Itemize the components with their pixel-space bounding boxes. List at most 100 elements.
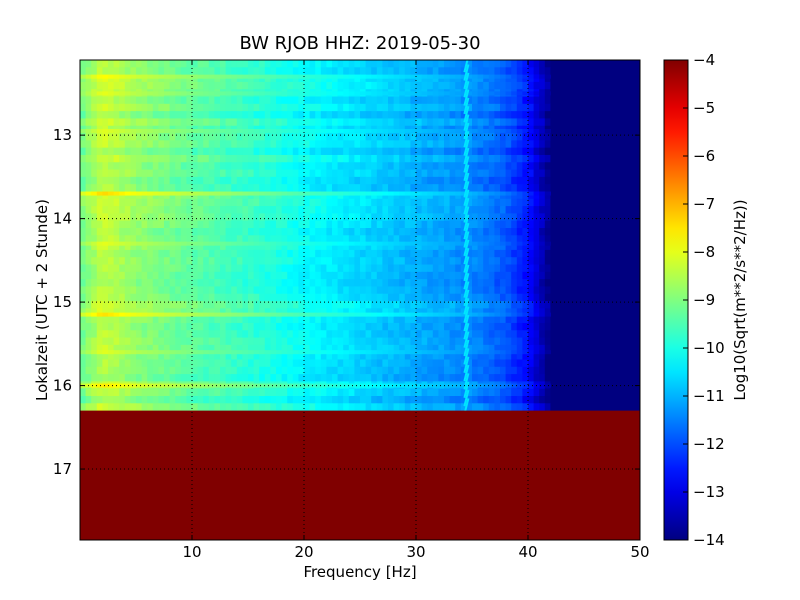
spectrogram-cell bbox=[270, 279, 277, 288]
spectrogram-cell bbox=[612, 191, 619, 200]
spectrogram-cell bbox=[136, 140, 143, 149]
spectrogram-cell bbox=[102, 315, 109, 324]
spectrogram-cell bbox=[80, 140, 87, 149]
spectrogram-cell bbox=[382, 330, 389, 339]
spectrogram-cell bbox=[438, 81, 445, 90]
spectrogram-cell bbox=[572, 264, 579, 273]
spectrogram-cell bbox=[259, 337, 266, 346]
spectrogram-band bbox=[203, 91, 210, 96]
spectrogram-cell bbox=[634, 103, 640, 112]
spectrogram-cell bbox=[634, 176, 640, 185]
spectrogram-cell bbox=[259, 315, 266, 324]
spectrogram-cell bbox=[108, 374, 115, 382]
spectrogram-cell bbox=[259, 96, 266, 105]
spectrogram-band bbox=[393, 91, 400, 96]
spectrogram-cell bbox=[589, 60, 596, 68]
spectrogram-cell bbox=[617, 176, 624, 185]
spectrogram-cell bbox=[393, 133, 400, 141]
spectrogram-cell bbox=[416, 235, 423, 244]
spectrogram-cell bbox=[197, 257, 204, 266]
spectrogram-cell bbox=[147, 147, 154, 156]
spectrogram-cell bbox=[259, 111, 266, 120]
spectrogram-band bbox=[539, 91, 546, 96]
spectrogram-cell bbox=[113, 337, 120, 346]
spectrogram-cell bbox=[124, 257, 131, 266]
spectrogram-band bbox=[449, 74, 456, 79]
spectrogram-cell bbox=[119, 154, 126, 163]
spectrogram-cell bbox=[567, 366, 574, 375]
spectrogram-cell bbox=[466, 235, 473, 244]
spectrogram-cell bbox=[399, 96, 406, 105]
spectrogram-cell bbox=[404, 169, 411, 178]
spectrogram-cell bbox=[567, 103, 574, 112]
spectrogram-cell bbox=[404, 96, 411, 105]
spectrogram-cell bbox=[404, 301, 411, 309]
spectrogram-cell bbox=[158, 403, 165, 412]
spectrogram-cell bbox=[208, 133, 215, 141]
spectrogram-cell bbox=[600, 388, 607, 397]
spectrogram-cell bbox=[315, 81, 322, 90]
spectrogram-cell bbox=[382, 271, 389, 280]
spectrogram-cell bbox=[326, 184, 333, 193]
spectrogram-cell bbox=[365, 184, 372, 193]
spectrogram-cell bbox=[164, 147, 171, 156]
spectrogram-cell bbox=[365, 257, 372, 266]
spectrogram-cell bbox=[248, 140, 255, 149]
spectrogram-cell bbox=[432, 235, 439, 244]
spectrogram-cell bbox=[337, 315, 344, 324]
spectrogram-cell bbox=[522, 396, 529, 404]
spectrogram-cell bbox=[483, 60, 490, 68]
spectrogram-cell bbox=[231, 257, 238, 266]
spectrogram-cell bbox=[315, 184, 322, 193]
spectrogram-cell bbox=[220, 264, 227, 273]
spectrogram-cell bbox=[589, 235, 596, 244]
spectrogram-cell bbox=[332, 286, 339, 295]
spectrogram-cell bbox=[494, 60, 501, 68]
spectrogram-cell bbox=[572, 301, 579, 309]
spectrogram-cell bbox=[292, 330, 299, 339]
spectrogram-cell bbox=[231, 337, 238, 346]
spectrogram-cell bbox=[589, 344, 596, 353]
spectrogram-cell bbox=[494, 140, 501, 149]
spectrogram-cell bbox=[444, 184, 451, 193]
spectrogram-cell bbox=[298, 315, 305, 324]
spectrogram-cell bbox=[164, 366, 171, 375]
spectrogram-cell bbox=[96, 352, 103, 361]
spectrogram-cell bbox=[634, 366, 640, 375]
spectrogram-cell bbox=[236, 206, 243, 214]
spectrogram-cell bbox=[634, 293, 640, 302]
spectrogram-cell bbox=[175, 388, 182, 397]
spectrogram-cell bbox=[208, 96, 215, 105]
spectrogram-cell bbox=[522, 352, 529, 361]
spectrogram-cell bbox=[332, 271, 339, 280]
spectrogram-cell bbox=[281, 133, 288, 141]
spectrogram-cell bbox=[427, 249, 434, 258]
spectrogram-cell bbox=[360, 154, 367, 163]
spectrogram-cell bbox=[264, 228, 271, 236]
spectrogram-cell bbox=[460, 140, 467, 149]
spectrogram-cell bbox=[152, 67, 159, 76]
spectrogram-cell bbox=[108, 176, 115, 185]
spectrogram-cell bbox=[449, 176, 456, 185]
spectrogram-cell bbox=[444, 352, 451, 361]
spectrogram-cell bbox=[623, 111, 630, 120]
spectrogram-cell bbox=[623, 220, 630, 229]
spectrogram-cell bbox=[281, 154, 288, 163]
spectrogram-cell bbox=[175, 330, 182, 339]
spectrogram-cell bbox=[589, 257, 596, 266]
spectrogram-cell bbox=[427, 396, 434, 404]
spectrogram-cell bbox=[511, 249, 518, 258]
spectrogram-cell bbox=[130, 388, 137, 397]
spectrogram-cell bbox=[522, 206, 529, 214]
spectrogram-cell bbox=[427, 293, 434, 302]
spectrogram-cell bbox=[102, 103, 109, 112]
spectrogram-cell bbox=[180, 242, 187, 251]
spectrogram-cell bbox=[108, 352, 115, 361]
spectrogram-cell bbox=[466, 118, 473, 127]
spectrogram-cell bbox=[85, 96, 92, 105]
spectrogram-cell bbox=[477, 249, 484, 258]
spectrogram-cell bbox=[326, 322, 333, 331]
spectrogram-cell bbox=[130, 213, 137, 222]
spectrogram-cell bbox=[208, 322, 215, 331]
spectrogram-cell bbox=[438, 249, 445, 258]
